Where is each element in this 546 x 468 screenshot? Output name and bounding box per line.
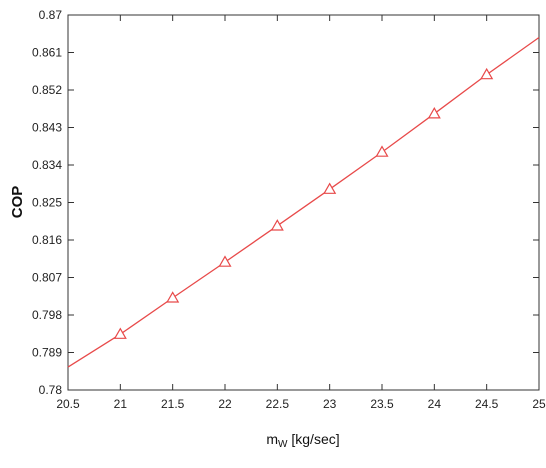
y-tick-label: 0.852 xyxy=(32,83,62,97)
x-tick-labels: 20.5 21 21.5 22 22.5 23 23.5 24 24.5 25 xyxy=(56,397,546,411)
y-tick-label: 0.834 xyxy=(32,158,62,172)
y-tick-label: 0.843 xyxy=(32,121,62,135)
y-tick-labels: 0.78 0.789 0.798 0.807 0.816 0.825 0.834 0.843 0… xyxy=(32,8,62,397)
series-line xyxy=(67,36,540,368)
y-tick-label: 0.789 xyxy=(32,346,62,360)
x-tick-label: 23.5 xyxy=(370,397,394,411)
x-tick-label: 24.5 xyxy=(475,397,499,411)
x-tick-label: 24 xyxy=(428,397,442,411)
data-point xyxy=(218,255,232,267)
x-tick-label: 25 xyxy=(532,397,546,411)
x-tick-label: 22.5 xyxy=(266,397,290,411)
y-tick-label: 0.87 xyxy=(39,8,63,22)
y-tick-label: 0.825 xyxy=(32,196,62,210)
x-axis-title: mW [kg/sec] xyxy=(266,431,339,450)
x-tick-label: 21 xyxy=(114,397,128,411)
data-point xyxy=(270,219,284,231)
x-tick-label: 23 xyxy=(323,397,337,411)
x-axis-title-unit: [kg/sec] xyxy=(287,431,339,447)
data-point xyxy=(113,327,127,339)
y-tick-label: 0.816 xyxy=(32,233,62,247)
y-tick-label: 0.78 xyxy=(39,383,63,397)
data-point xyxy=(166,291,180,303)
plot-frame xyxy=(67,14,540,391)
x-tick-label: 22 xyxy=(218,397,232,411)
y-tick-label: 0.807 xyxy=(32,271,62,285)
series-layer xyxy=(67,36,540,368)
x-axis-title-subscript: W xyxy=(278,439,288,450)
x-tick-label: 20.5 xyxy=(56,397,80,411)
data-point xyxy=(427,106,441,119)
ticks-layer xyxy=(67,14,540,391)
x-axis-title-main: m xyxy=(266,431,278,447)
data-point xyxy=(480,67,494,80)
y-tick-label: 0.798 xyxy=(32,308,62,322)
y-axis-title: COP xyxy=(9,186,26,219)
data-point xyxy=(375,145,389,157)
data-point xyxy=(323,182,337,194)
y-tick-label: 0.861 xyxy=(32,46,62,60)
x-tick-label: 21.5 xyxy=(161,397,185,411)
